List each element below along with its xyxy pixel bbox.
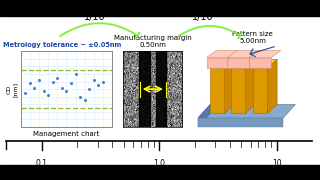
Point — [50, 80, 55, 83]
Bar — [0, 0, 320, 16]
Text: 1/10: 1/10 — [84, 12, 105, 22]
Text: Metrology tolerance ~ ±0.05nm: Metrology tolerance ~ ±0.05nm — [3, 42, 122, 48]
Point — [73, 73, 78, 75]
Polygon shape — [245, 59, 255, 113]
Polygon shape — [249, 50, 281, 58]
Text: 1/10: 1/10 — [192, 12, 214, 22]
Text: 10: 10 — [272, 159, 282, 168]
Polygon shape — [253, 59, 277, 68]
Point — [68, 82, 74, 84]
Text: CD
[nm]: CD [nm] — [7, 82, 18, 97]
Point — [45, 94, 51, 97]
Point — [36, 79, 42, 82]
Point — [82, 98, 87, 101]
Polygon shape — [207, 58, 228, 68]
Polygon shape — [227, 50, 259, 58]
Bar — [156, 51, 166, 127]
Text: Manufacturing margin
0.50nm: Manufacturing margin 0.50nm — [114, 35, 192, 48]
Bar — [0, 165, 320, 180]
Polygon shape — [249, 58, 271, 68]
Point — [77, 95, 83, 98]
Text: Management chart: Management chart — [33, 131, 100, 137]
Point — [91, 79, 96, 82]
Polygon shape — [225, 59, 235, 113]
Text: 1.0: 1.0 — [153, 159, 165, 168]
Polygon shape — [231, 68, 245, 113]
Text: Pattern size
5.00nm: Pattern size 5.00nm — [232, 31, 273, 44]
Polygon shape — [207, 50, 238, 58]
Polygon shape — [253, 68, 268, 113]
Polygon shape — [231, 59, 255, 68]
Point — [28, 82, 33, 84]
Bar — [139, 51, 150, 127]
Polygon shape — [210, 68, 225, 113]
Point — [100, 80, 106, 83]
Point — [32, 86, 37, 89]
Point — [96, 84, 101, 87]
Point — [87, 88, 92, 91]
Point — [59, 86, 64, 89]
Point — [23, 91, 28, 94]
Polygon shape — [198, 104, 210, 127]
Polygon shape — [268, 59, 277, 113]
Polygon shape — [227, 58, 249, 68]
Point — [55, 76, 60, 79]
Polygon shape — [198, 104, 295, 118]
Point — [64, 90, 69, 93]
Polygon shape — [198, 118, 283, 127]
Text: 0.1: 0.1 — [36, 159, 48, 168]
Point — [41, 89, 46, 92]
Polygon shape — [210, 59, 235, 68]
